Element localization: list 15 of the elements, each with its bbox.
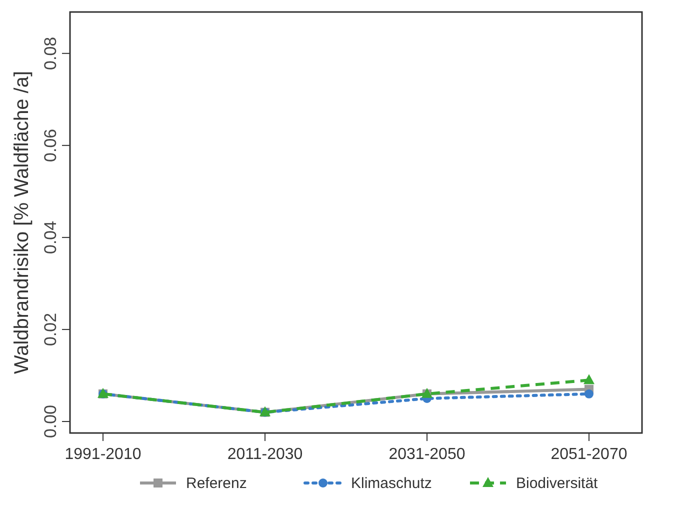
point — [584, 374, 594, 384]
x-tick-label: 2051-2070 — [550, 446, 628, 463]
y-axis-title: Waldbrandrisiko [% Waldfläche /a] — [11, 70, 33, 374]
y-tick-label: 0.04 — [41, 220, 60, 254]
point — [584, 389, 594, 398]
legend-label: Referenz — [186, 475, 247, 492]
x-tick-label: 1991-2010 — [64, 446, 142, 463]
y-tick-label: 0.08 — [41, 36, 60, 70]
y-tick-label: 0.06 — [41, 128, 60, 162]
x-tick-label: 2031-2050 — [388, 446, 466, 463]
y-tick-label: 0.02 — [41, 312, 60, 346]
y-tick-label: 0.00 — [41, 404, 60, 438]
legend-label: Biodiversität — [516, 475, 599, 492]
x-tick-label: 2011-2030 — [227, 446, 303, 463]
legend-label: Klimaschutz — [351, 475, 432, 492]
